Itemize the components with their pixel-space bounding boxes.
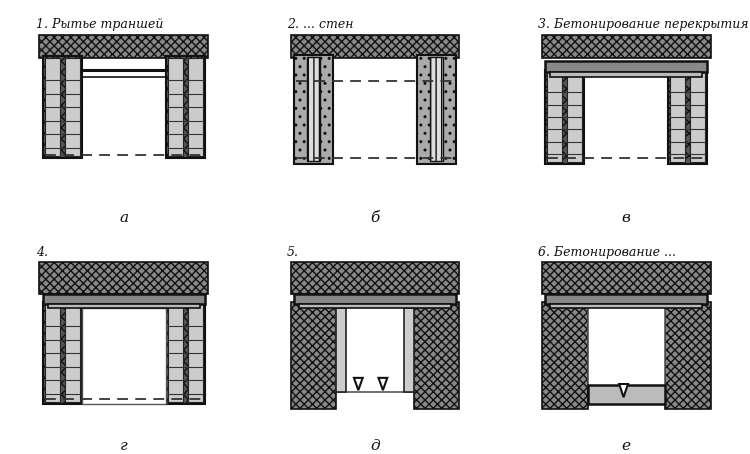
Bar [291,262,459,294]
Bar [542,262,710,294]
Bar [43,302,82,404]
Bar [587,301,664,387]
Bar [404,308,414,392]
Bar [291,35,459,58]
Bar [414,302,459,410]
Text: а: а [119,211,128,225]
Bar [40,262,208,294]
Bar [691,72,705,162]
Bar [65,304,80,402]
Bar [82,308,166,404]
Text: 4.: 4. [36,246,48,259]
Bar [668,70,707,163]
Text: д: д [370,439,380,454]
Text: в: в [622,211,631,225]
Bar [550,304,702,308]
Bar [166,302,205,404]
Bar [43,56,82,158]
Bar [294,294,456,304]
Bar [48,304,200,308]
Bar [188,304,202,402]
Bar [542,302,587,410]
Text: г: г [120,439,128,454]
Text: 2. ... стен: 2. ... стен [287,18,354,30]
Bar [545,70,584,163]
Bar [40,35,208,58]
Bar [336,301,414,392]
Bar [336,308,346,392]
Bar [168,304,182,402]
Text: е: е [622,439,631,454]
Polygon shape [620,384,628,397]
Polygon shape [354,378,363,390]
Bar [587,385,664,404]
Bar [168,59,182,156]
Bar [568,72,582,162]
Bar [299,304,451,308]
Bar [548,72,562,162]
Bar [664,302,710,410]
Bar [430,57,442,161]
Bar [43,294,205,304]
Bar [545,294,707,304]
Bar [45,59,59,156]
Bar [545,61,707,72]
Bar [417,54,456,163]
Bar [291,302,336,410]
Text: 6. Бетонирование ...: 6. Бетонирование ... [538,246,676,259]
Text: 1. Рытье траншей: 1. Рытье траншей [36,18,164,30]
Bar [188,59,202,156]
Bar [550,72,702,77]
Bar [670,72,685,162]
Text: 3. Бетонирование перекрытия: 3. Бетонирование перекрытия [538,18,748,30]
Text: 5.: 5. [287,246,299,259]
Text: б: б [370,211,380,225]
Bar [294,54,333,163]
Bar [45,304,59,402]
Bar [308,57,320,161]
Bar [65,59,80,156]
Bar [166,56,205,158]
Bar [542,35,710,58]
Polygon shape [379,378,387,390]
